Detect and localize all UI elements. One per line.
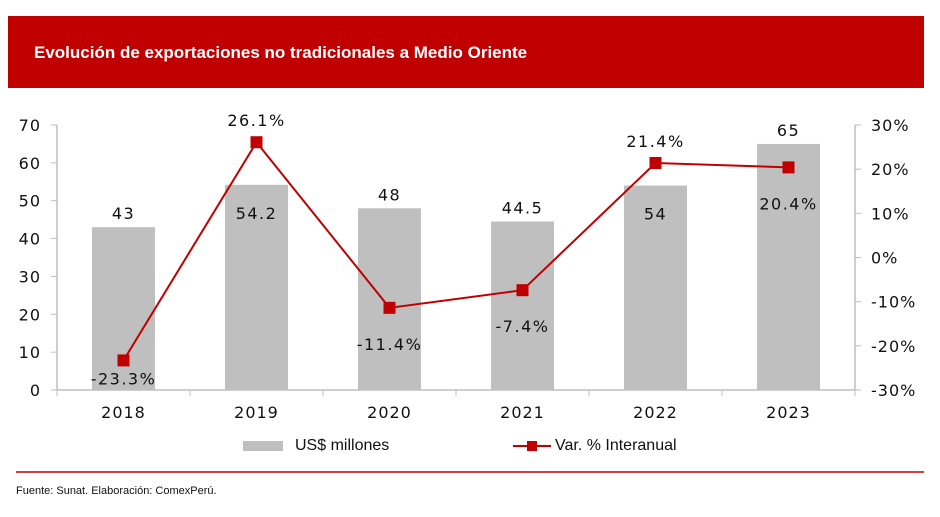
chart-header: Evolución de exportaciones no tradiciona… [8,16,924,88]
chart-title: Evolución de exportaciones no tradiciona… [34,43,528,62]
bar-value-label: 48 [378,185,401,204]
bar-value-label: 43 [112,204,135,223]
y2-tick-label: 30% [871,116,910,135]
line-value-label: 26.1% [227,111,285,130]
line-marker-2019 [250,136,263,149]
bar-2022 [624,185,687,390]
source-note: Fuente: Sunat. Elaboración: ComexPerú. [16,485,217,497]
legend-bar-swatch [243,441,283,451]
legend-item-bars: US$ millones [243,436,389,456]
x-tick-label: 2019 [234,403,279,422]
legend-bar-label: US$ millones [295,437,390,454]
footer-divider [16,471,924,473]
bar-value-label: 44.5 [502,199,544,218]
x-tick-label: 2023 [766,403,811,422]
legend-line-swatch [513,440,551,452]
line-marker-2020 [383,301,396,314]
y-tick-label: 0 [30,381,41,400]
line-value-label: -7.4% [496,317,550,336]
y2-tick-label: -30% [871,381,916,400]
line-value-label: 21.4% [626,132,684,151]
bar-value-label: 65 [777,121,800,140]
line-series-var [122,140,789,361]
bar-2021 [491,221,554,390]
legend-item-line: Var. % Interanual [513,436,677,456]
line-value-label: 20.4% [759,194,817,213]
x-tick-label: 2020 [367,403,412,422]
y-tick-label: 20 [19,305,41,324]
y-tick-label: 70 [19,116,41,135]
y-tick-label: 50 [19,192,41,211]
y-tick-label: 40 [19,230,41,249]
line-value-label: -23.3% [91,369,157,388]
line-marker-2023 [782,161,795,174]
x-tick-label: 2018 [101,403,146,422]
legend-line-label: Var. % Interanual [555,437,677,454]
bar-value-label: 54 [644,205,667,224]
y2-tick-label: -10% [871,293,916,312]
bar-2019 [225,184,288,390]
bar-2023 [757,143,820,390]
line-marker-2022 [649,156,662,169]
y2-tick-label: 10% [871,204,910,223]
bar-2020 [358,208,421,390]
y-tick-label: 60 [19,154,41,173]
line-marker-2021 [516,284,529,297]
bar-value-label: 54.2 [236,204,278,223]
line-value-label: -11.4% [357,335,423,354]
y2-tick-label: 20% [871,160,910,179]
y2-tick-label: 0% [871,249,898,268]
y-tick-label: 30 [19,267,41,286]
y-tick-label: 10 [19,343,41,362]
x-tick-label: 2022 [633,403,678,422]
y2-tick-label: -20% [871,337,916,356]
x-tick-label: 2021 [500,403,545,422]
line-marker-2018 [117,354,130,367]
